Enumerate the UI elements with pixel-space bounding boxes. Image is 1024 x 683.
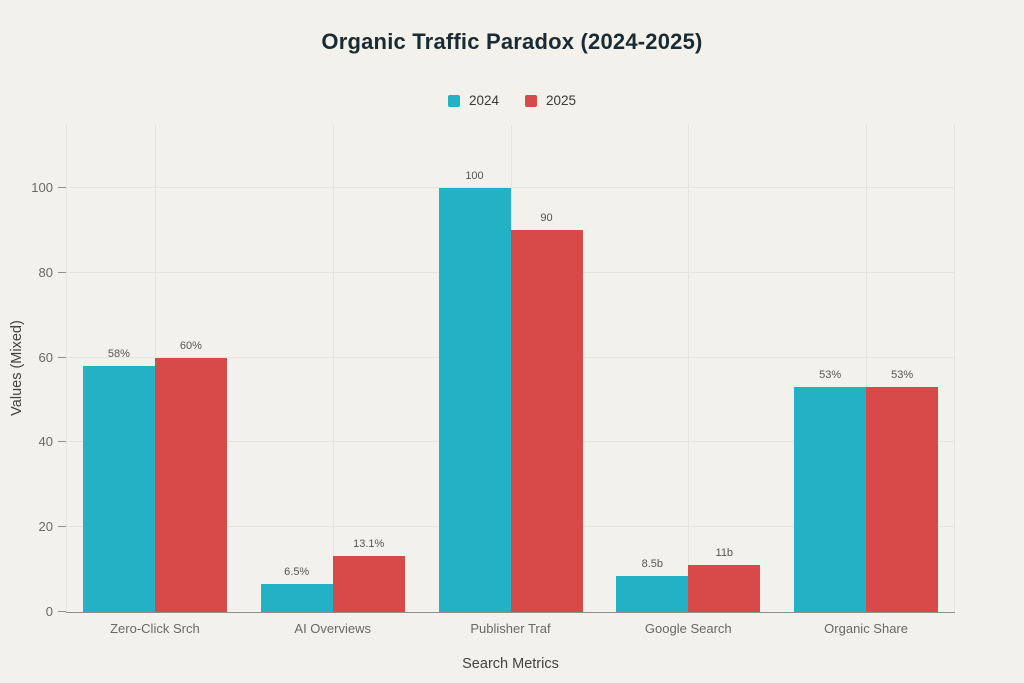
legend-item-2024: 2024 [447,93,499,108]
bar-2025-publisher-traf [510,230,583,612]
x-tick-label-organic-share: Organic Share [824,621,908,636]
gridline-v-google-search [688,125,690,612]
y-tick-mark-60 [58,356,66,358]
x-tick-label-publisher-traf: Publisher Traf [470,621,551,636]
bar-value-label-2025-zero-click-srch: 60% [179,339,202,352]
bar-value-label-2024-organic-share: 53% [819,369,842,382]
bar-value-label-2024-publisher-traf: 100 [465,170,484,182]
bar-value-label-2024-ai-overviews: 6.5% [284,566,310,579]
x-tick-label-zero-click-srch: Zero-Click Srch [110,621,200,636]
gridline-v-organic-share [866,125,868,612]
y-tick-mark-40 [58,441,66,443]
bar-2024-publisher-traf [438,188,511,612]
plot-area: 0 20 40 60 80 100 58% 60% Zero-Click Srch 6.5% 13.… [31,125,955,636]
legend-label-2024: 2024 [468,93,499,108]
legend-label-2025: 2025 [546,93,577,108]
chart-title: Organic Traffic Paradox (2024-2025) [321,29,703,54]
y-axis-title: Values (Mixed) [9,320,25,416]
bar-2025-organic-share [866,387,939,612]
x-tick-label-ai-overviews: AI Overviews [294,621,371,636]
y-tick-label-60: 60 [38,349,53,365]
legend-item-2025: 2025 [525,93,576,108]
legend-swatch-2025 [525,94,537,107]
bar-value-label-2025-google-search: 11b [715,547,734,560]
x-axis-title: Search Metrics [462,656,559,672]
bar-2024-organic-share [794,387,867,612]
bar-value-label-2024-zero-click-srch: 58% [107,348,130,361]
y-tick-label-80: 80 [38,264,53,280]
gridline-v-left-edge [66,125,67,612]
y-tick-label-0: 0 [45,604,53,619]
gridline-v-ai-overviews [332,125,334,612]
y-tick-label-20: 20 [38,519,53,535]
bar-value-label-2025-publisher-traf: 90 [540,212,553,225]
bar-2025-ai-overviews [332,556,405,612]
y-tick-label-40: 40 [38,434,53,450]
y-tick-mark-80 [58,271,66,273]
bar-2025-google-search [688,565,761,612]
bar-value-label-2025-organic-share: 53% [891,369,914,382]
bar-value-label-2024-google-search: 8.5b [641,557,663,570]
y-tick-label-100: 100 [31,180,53,195]
y-tick-mark-100 [58,187,66,188]
x-tick-label-google-search: Google Search [644,621,732,636]
gridline-v-right-edge [954,125,955,612]
chart-legend: 2024 2025 [0,93,1024,108]
bar-2024-zero-click-srch [82,366,155,612]
bar-2024-ai-overviews [260,584,333,612]
bar-2024-google-search [616,575,689,612]
y-tick-mark-20 [58,526,66,528]
y-tick-mark-0 [58,611,66,612]
legend-swatch-2024 [447,94,460,107]
bar-2025-zero-click-srch [154,357,227,612]
bar-value-label-2025-ai-overviews: 13.1% [353,538,385,551]
